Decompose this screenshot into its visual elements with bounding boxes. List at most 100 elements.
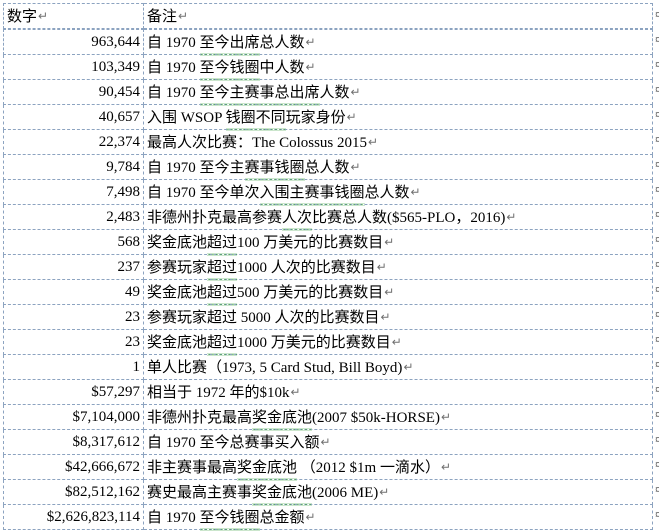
cell-number[interactable]: $7,104,000 (3, 405, 144, 430)
note-text: 总人数 (364, 184, 410, 201)
cell-number[interactable]: 103,349 (3, 55, 144, 80)
number-value: 963,644 (91, 34, 140, 50)
cell-note[interactable]: 奖金底池超过 100 万美元的比赛数目↵ (144, 230, 653, 256)
row-end-mark-icon: ¤ (655, 34, 659, 46)
cell-number[interactable]: $57,297 (3, 380, 144, 405)
table-row[interactable]: 23 奖金底池超过 1000 万美元的比赛数目↵ (3, 330, 653, 356)
cell-note[interactable]: 自 1970 至今钱圈中人数↵ (144, 55, 653, 81)
cell-note[interactable]: 单人比赛（1973, 5 Card Stud, Bill Boyd)↵ (144, 355, 653, 380)
note-text: 赛史最高主赛事 (147, 484, 253, 501)
note-text: 奖金底池 (147, 234, 208, 251)
pilcrow-icon: ↵ (350, 84, 361, 99)
spellcheck-underlined-text: 超过 (207, 332, 238, 356)
column-header-number-label: 数字 (7, 8, 38, 25)
cell-note[interactable]: 自 1970 至今出席总人数↵ (144, 29, 653, 56)
table-row[interactable]: 1 单人比赛（1973, 5 Card Stud, Bill Boyd)↵ (3, 355, 653, 380)
cell-number[interactable]: $8,317,612 (3, 430, 144, 455)
table-row[interactable]: 237 参赛玩家超过 1000 人次的比赛数目↵ (3, 255, 653, 281)
cell-number[interactable]: 40,657 (3, 105, 144, 130)
number-value: 1 (132, 359, 141, 375)
table-row[interactable]: $8,317,612 自 1970 至今总赛事买入额↵ (3, 430, 653, 455)
pilcrow-icon: ↵ (290, 384, 301, 399)
cell-number[interactable]: 23 (3, 330, 144, 355)
table-row[interactable]: 90,454 自 1970 至今主赛事总出席人数↵ (3, 80, 653, 106)
cell-number[interactable]: 90,454 (3, 80, 144, 105)
cell-number[interactable]: 22,374 (3, 130, 144, 155)
pilcrow-icon: ↵ (305, 509, 316, 524)
row-end-mark-icon: ¤ (655, 184, 659, 196)
spellcheck-underlined-text: 钱圈不同 (225, 107, 286, 131)
number-value: 23 (125, 309, 140, 325)
table-row[interactable]: $42,666,672 非主赛事最高奖金底池 （2012 $1m 一滴水）↵ (3, 455, 653, 481)
spellcheck-underlined-text: 奖金底池 (252, 482, 313, 506)
cell-number[interactable]: 568 (3, 230, 144, 255)
cell-number[interactable]: 9,784 (3, 155, 144, 180)
cell-note[interactable]: 非德州扑克最高奖金底池(2007 $50k-HORSE)↵ (144, 405, 653, 431)
cell-note[interactable]: 自 1970 至今主赛事总出席人数↵ (144, 80, 653, 106)
cell-note[interactable]: 自 1970 至今钱圈总金额↵ (144, 505, 653, 531)
table-row[interactable]: 22,374 最高人次比赛：The Colossus 2015↵ (3, 130, 653, 155)
note-text: 总人数 (259, 34, 305, 51)
pilcrow-icon: ↵ (440, 409, 452, 424)
cell-number[interactable]: 237 (3, 255, 144, 280)
cell-number[interactable]: $2,626,823,114 (3, 505, 144, 530)
spellcheck-underlined-text: 超过 (207, 257, 238, 281)
cell-number[interactable]: 2,483 (3, 205, 144, 230)
table-row[interactable]: $7,104,000 非德州扑克最高奖金底池(2007 $50k-HORSE)↵ (3, 405, 653, 431)
cell-note[interactable]: 非德州扑克最高参赛人次比赛总人数($565-PLO，2016)↵ (144, 205, 653, 231)
statistics-table[interactable]: 数字↵ 备注↵ 963,644 自 1970 至今出席总人数↵ 103,349 自 1… (3, 3, 653, 531)
table-row[interactable]: 49 奖金底池超过 500 万美元的比赛数目↵ (3, 280, 653, 306)
cell-number[interactable]: 23 (3, 305, 144, 330)
number-value: 23 (125, 334, 140, 350)
column-header-number: 数字↵ (3, 3, 144, 29)
table-row[interactable]: 2,483 非德州扑克最高参赛人次比赛总人数($565-PLO，2016)↵ (3, 205, 653, 231)
table-row[interactable]: $57,297 相当于 1972 年的$10k↵ (3, 380, 653, 405)
cell-number[interactable]: $42,666,672 (3, 455, 144, 480)
table-row[interactable]: 103,349 自 1970 至今钱圈中人数↵ (3, 55, 653, 81)
cell-number[interactable]: 1 (3, 355, 144, 380)
cell-note[interactable]: 自 1970 至今单次入围主赛事钱圈总人数↵ (144, 180, 653, 206)
cell-note[interactable]: 自 1970 至今总赛事买入额↵ (144, 430, 653, 455)
cell-number[interactable]: 7,498 (3, 180, 144, 205)
row-end-mark-icon: ¤ (655, 84, 659, 96)
table-row[interactable]: 568 奖金底池超过 100 万美元的比赛数目↵ (3, 230, 653, 256)
note-text: 自 1970 至今主 (147, 159, 245, 176)
cell-note[interactable]: 参赛玩家超过 5000 人次的比赛数目↵ (144, 305, 653, 330)
pilcrow-icon: ↵ (368, 134, 379, 149)
table-row[interactable]: 7,498 自 1970 至今单次入围主赛事钱圈总人数↵ (3, 180, 653, 206)
cell-note[interactable]: 参赛玩家超过 1000 人次的比赛数目↵ (144, 255, 653, 281)
cell-note[interactable]: 最高人次比赛：The Colossus 2015↵ (144, 130, 653, 155)
number-value: $42,666,672 (65, 459, 140, 475)
table-row[interactable]: $2,626,823,114 自 1970 至今钱圈总金额↵ (3, 505, 653, 531)
spellcheck-underlined-text: 至今主赛事总出席 (199, 82, 320, 106)
spellcheck-underlined-text: 入围主赛事钱圈 (259, 182, 365, 206)
cell-note[interactable]: 奖金底池超过 1000 万美元的比赛数目↵ (144, 330, 653, 356)
note-text: （2012 $1m 一滴水） (297, 459, 440, 476)
number-value: 22,374 (98, 134, 140, 150)
row-end-mark-icon: ¤ (655, 459, 659, 471)
number-value: 237 (117, 259, 141, 275)
cell-number[interactable]: 49 (3, 280, 144, 305)
row-end-mark-icon: ¤ (655, 434, 659, 446)
table-row[interactable]: 963,644 自 1970 至今出席总人数↵ (3, 29, 653, 56)
cell-note[interactable]: 自 1970 至今主赛事钱圈总人数↵ (144, 155, 653, 181)
note-text: 中人数 (259, 59, 305, 76)
cell-number[interactable]: $82,512,162 (3, 480, 144, 505)
table-row[interactable]: $82,512,162 赛史最高主赛事奖金底池(2006 ME)↵ (3, 480, 653, 506)
cell-number[interactable]: 963,644 (3, 29, 144, 55)
note-text: 自 1970 (147, 509, 200, 526)
cell-note[interactable]: 入围 WSOP 钱圈不同玩家身份↵ (144, 105, 653, 131)
spellcheck-underlined-text: 人次 (282, 207, 313, 231)
cell-note[interactable]: 相当于 1972 年的$10k↵ (144, 380, 653, 405)
table-row[interactable]: 40,657 入围 WSOP 钱圈不同玩家身份↵ (3, 105, 653, 131)
table-row[interactable]: 9,784 自 1970 至今主赛事钱圈总人数↵ (3, 155, 653, 181)
table-row[interactable]: 23 参赛玩家超过 5000 人次的比赛数目↵ (3, 305, 653, 330)
number-value: 568 (117, 234, 141, 250)
row-end-mark-icon: ¤ (655, 209, 659, 221)
cell-note[interactable]: 奖金底池超过 500 万美元的比赛数目↵ (144, 280, 653, 306)
cell-note[interactable]: 非主赛事最高奖金底池 （2012 $1m 一滴水）↵ (144, 455, 653, 481)
cell-note[interactable]: 赛史最高主赛事奖金底池(2006 ME)↵ (144, 480, 653, 506)
note-text: 自 1970 (147, 34, 200, 51)
spellcheck-underlined-text: 奖金底池 (252, 407, 313, 431)
